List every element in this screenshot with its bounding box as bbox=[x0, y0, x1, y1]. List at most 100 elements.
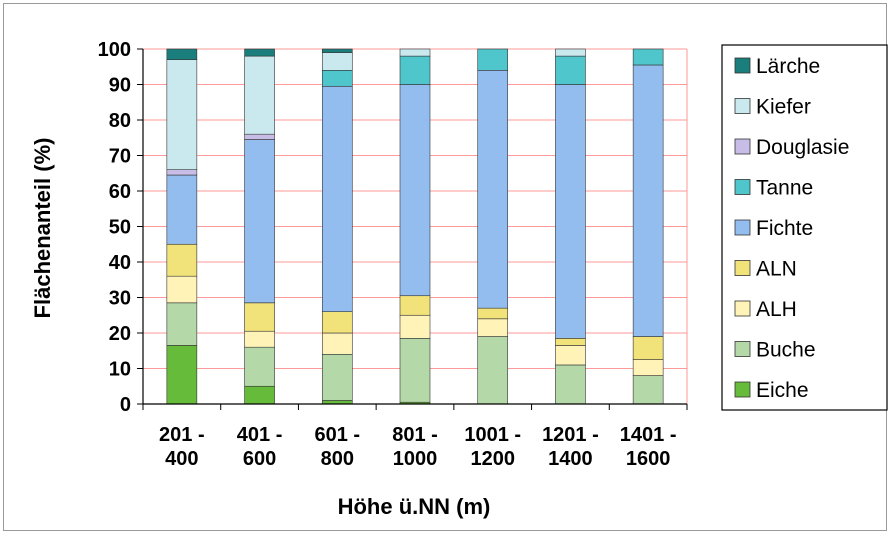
y-tick-label: 70 bbox=[109, 146, 131, 168]
bar-segment-tanne bbox=[399, 55, 431, 85]
y-tick-label: 60 bbox=[109, 181, 131, 203]
bar-segment-alh bbox=[632, 359, 664, 376]
bar-segment-kiefer bbox=[555, 48, 586, 57]
bar-segment-fichte bbox=[244, 139, 275, 304]
bar-segment-alh bbox=[555, 345, 586, 366]
legend-swatch bbox=[734, 179, 751, 195]
bar-stack bbox=[632, 48, 664, 405]
bar-segment-alh bbox=[321, 332, 353, 355]
axes: 0 10 20 30 40 50 60 70 80 90 100 201 -400 401 -600 60… bbox=[98, 39, 688, 470]
legend-swatch bbox=[734, 260, 751, 276]
bar-segment-alh bbox=[244, 330, 275, 348]
bar-segment-buche bbox=[321, 353, 353, 401]
bar-segment-aln bbox=[555, 338, 586, 346]
bar-segment-aln bbox=[166, 243, 198, 277]
bar-stack bbox=[166, 48, 198, 405]
bar-segment-tanne bbox=[477, 48, 509, 71]
x-tick-label: 601 - bbox=[314, 424, 360, 446]
x-tick-label: 600 bbox=[243, 448, 276, 470]
bar-segment-fichte bbox=[555, 84, 586, 339]
bar-segment-alh bbox=[477, 318, 509, 337]
legend-label: Buche bbox=[756, 339, 816, 362]
x-tick-label: 1401 - bbox=[620, 424, 677, 446]
bar-stack bbox=[555, 48, 586, 405]
bar-segment-aln bbox=[632, 336, 664, 360]
y-tick-label: 100 bbox=[98, 39, 131, 61]
bar-segment-kiefer bbox=[321, 52, 353, 71]
y-tick-label: 90 bbox=[109, 75, 131, 97]
x-tick-label: 1400 bbox=[548, 448, 593, 470]
bar-segment-fichte bbox=[321, 85, 353, 313]
bar-segment-eiche bbox=[244, 385, 275, 405]
legend-swatch bbox=[734, 381, 751, 398]
x-tick-label: 201 - bbox=[159, 424, 205, 446]
y-tick-label: 10 bbox=[109, 359, 131, 381]
stacked-bar-chart: 0 10 20 30 40 50 60 70 80 90 100 201 -400 401 -600 60… bbox=[30, 39, 888, 519]
x-tick-label: 800 bbox=[321, 448, 354, 470]
legend-swatch bbox=[734, 341, 751, 357]
bar-segment-kiefer bbox=[166, 59, 198, 171]
bar-segment-douglasie bbox=[166, 169, 198, 176]
bar-segment-alh bbox=[166, 275, 198, 304]
bar-stacks bbox=[166, 48, 664, 405]
legend: Lärche Kiefer Douglasie Tanne Fichte ALN ALH Bu… bbox=[721, 44, 888, 411]
bar-segment-fichte bbox=[166, 174, 198, 245]
legend-swatch bbox=[734, 219, 751, 236]
bar-segment-buche bbox=[244, 346, 275, 387]
bar-segment-buche bbox=[166, 302, 198, 346]
y-tick-label: 0 bbox=[120, 394, 131, 416]
bar-segment-tanne bbox=[321, 70, 353, 87]
bar-segment-tanne bbox=[555, 55, 586, 85]
x-tick-label: 1001 - bbox=[464, 424, 521, 446]
x-tick-label: 1200 bbox=[470, 448, 515, 470]
x-tick-label: 1000 bbox=[393, 448, 438, 470]
x-tick-label: 400 bbox=[165, 448, 198, 470]
legend-swatch bbox=[734, 98, 751, 114]
bar-segment-buche bbox=[632, 375, 664, 405]
legend-swatch bbox=[734, 57, 751, 74]
legend-label: Fichte bbox=[756, 217, 813, 240]
bar-segment-aln bbox=[244, 302, 275, 332]
legend-label: Douglasie bbox=[756, 136, 849, 159]
y-tick-label: 40 bbox=[109, 252, 131, 274]
legend-label: Lärche bbox=[756, 55, 820, 78]
bar-segment-kiefer bbox=[399, 48, 431, 57]
bar-segment-tanne bbox=[632, 48, 664, 66]
bar-segment-buche bbox=[399, 338, 431, 403]
legend-label: Kiefer bbox=[756, 96, 811, 119]
legend-label: ALH bbox=[756, 298, 797, 321]
bar-stack bbox=[321, 48, 353, 405]
x-axis-title: Höhe ü.NN (m) bbox=[338, 494, 491, 519]
bar-stack bbox=[477, 48, 509, 405]
chart-frame: 0 10 20 30 40 50 60 70 80 90 100 201 -400 401 -600 60… bbox=[3, 3, 888, 531]
bar-segment-douglasie bbox=[244, 133, 275, 140]
y-axis-title: Flächenanteil (%) bbox=[30, 138, 55, 319]
bar-segment-aln bbox=[477, 307, 509, 320]
x-tick-label: 401 - bbox=[237, 424, 283, 446]
bar-segment-kiefer bbox=[244, 55, 275, 135]
bar-segment-alh bbox=[399, 314, 431, 339]
bar-segment-fichte bbox=[477, 70, 509, 309]
y-tick-label: 20 bbox=[109, 323, 131, 345]
bar-segment-fichte bbox=[399, 84, 431, 297]
bar-segment-eiche bbox=[166, 345, 198, 405]
legend-swatch bbox=[734, 138, 751, 155]
bar-segment-lärche bbox=[166, 48, 198, 60]
legend-label: Tanne bbox=[756, 177, 813, 200]
x-tick-label: 1600 bbox=[626, 448, 671, 470]
bar-segment-buche bbox=[555, 364, 586, 405]
y-tick-label: 50 bbox=[109, 217, 131, 239]
bar-segment-lärche bbox=[244, 48, 275, 57]
y-tick-label: 30 bbox=[109, 288, 131, 310]
legend-swatch bbox=[734, 300, 751, 317]
bar-segment-aln bbox=[399, 295, 431, 316]
legend-label: Eiche bbox=[756, 379, 809, 402]
bar-segment-buche bbox=[477, 336, 509, 405]
bar-segment-lärche bbox=[321, 48, 353, 53]
bar-segment-aln bbox=[321, 311, 353, 334]
legend-label: ALN bbox=[756, 258, 797, 281]
x-tick-label: 801 - bbox=[392, 424, 438, 446]
bar-stack bbox=[244, 48, 275, 405]
x-tick-label: 1201 - bbox=[542, 424, 599, 446]
bar-segment-fichte bbox=[632, 64, 664, 337]
